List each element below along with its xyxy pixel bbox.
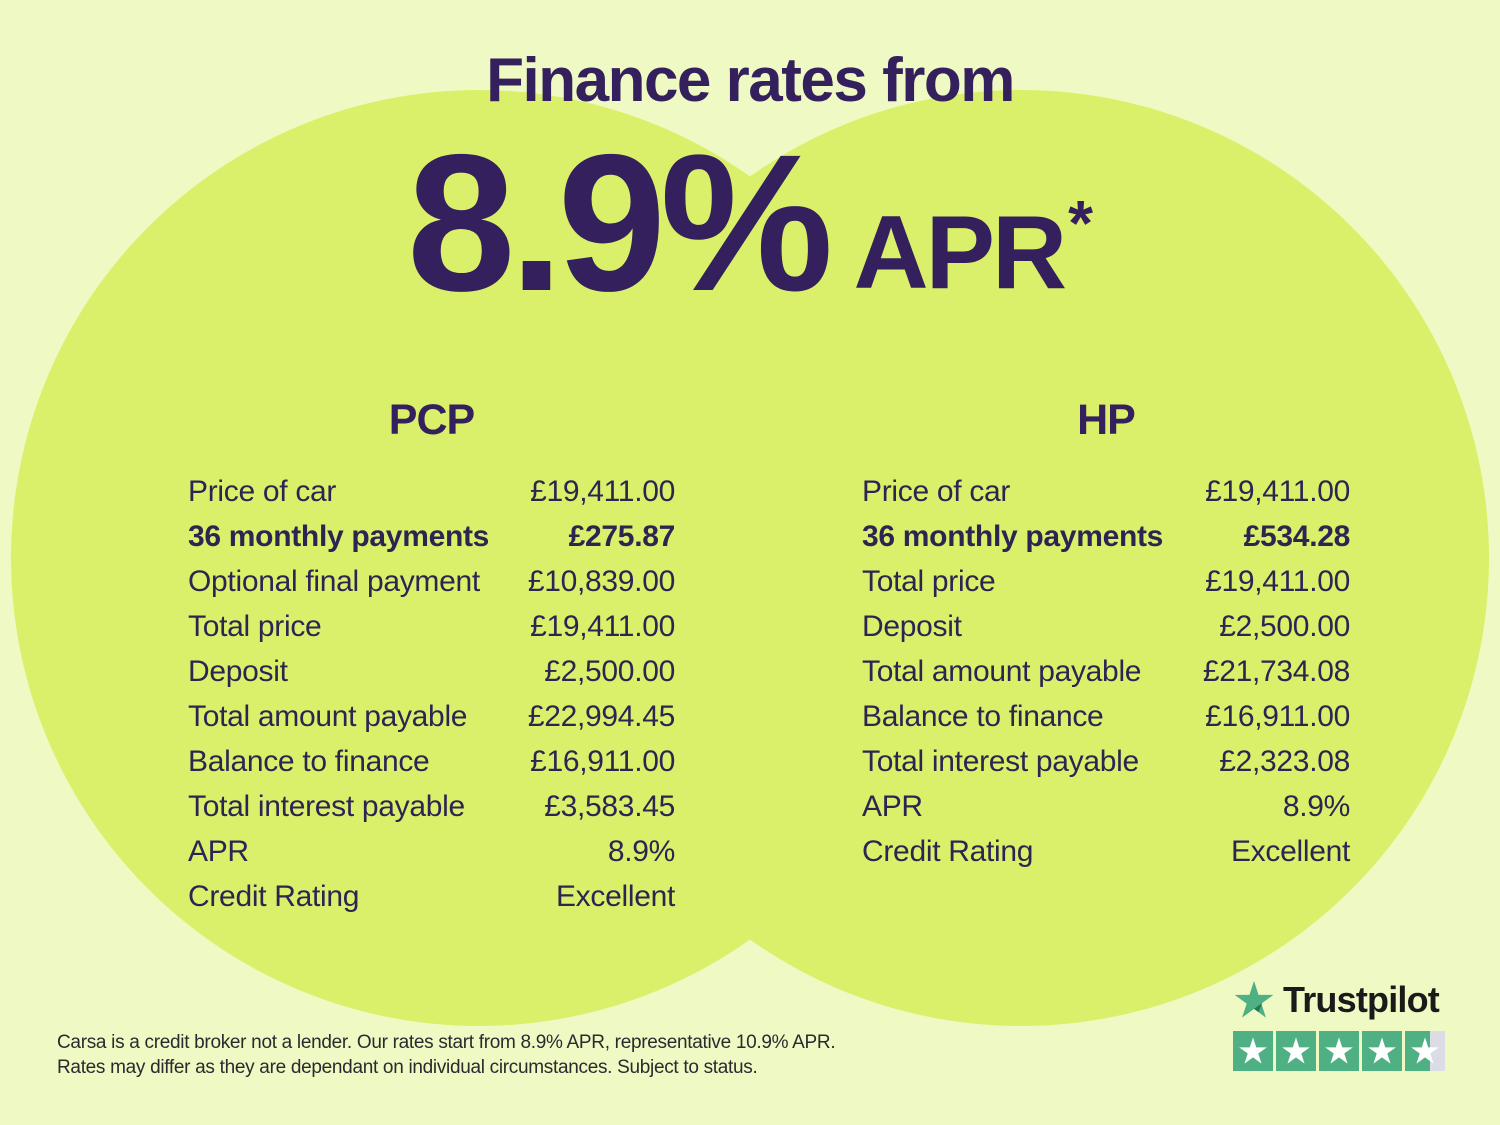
row-label: Total price	[862, 564, 996, 598]
disclaimer-line-2: Rates may differ as they are dependant o…	[57, 1057, 758, 1078]
hp-table: Price of car £19,411.00 36 monthly payme…	[862, 469, 1350, 874]
row-label: Credit Rating	[188, 879, 360, 913]
row-value: £10,839.00	[527, 564, 675, 598]
trustpilot-widget: Trustpilot	[1233, 979, 1445, 1071]
table-row: 36 monthly payments £534.28	[862, 514, 1350, 559]
star-icon	[1282, 1037, 1310, 1064]
table-row: Deposit £2,500.00	[188, 649, 675, 694]
table-row: Total price £19,411.00	[188, 604, 675, 649]
row-value: 8.9%	[1282, 789, 1350, 823]
row-value: £16,911.00	[530, 744, 675, 778]
pcp-header: PCP	[388, 396, 475, 444]
row-label: 36 monthly payments	[862, 519, 1164, 553]
pcp-table: Price of car £19,411.00 36 monthly payme…	[188, 469, 675, 919]
page-title: Finance rates from	[486, 46, 1015, 115]
row-value: £2,500.00	[1219, 609, 1350, 643]
star-icon	[1368, 1037, 1396, 1064]
row-value: £19,411.00	[1205, 564, 1350, 598]
table-row: Total price £19,411.00	[862, 559, 1350, 604]
row-label: Total amount payable	[862, 654, 1142, 688]
rating-star-box	[1319, 1031, 1359, 1071]
hp-header: HP	[1077, 396, 1136, 444]
row-value: £19,411.00	[1205, 474, 1350, 508]
row-label: Deposit	[862, 609, 962, 643]
rating-star-box	[1233, 1031, 1273, 1071]
pcp-column: PCP Price of car £19,411.00 36 monthly p…	[188, 399, 675, 919]
row-label: APR	[188, 834, 249, 868]
table-row: Deposit £2,500.00	[862, 604, 1350, 649]
row-value: Excellent	[1230, 834, 1350, 868]
table-row: Credit Rating Excellent	[862, 829, 1350, 874]
row-value: £19,411.00	[530, 609, 675, 643]
rating-star-box-partial	[1405, 1031, 1445, 1071]
trustpilot-star-notch	[1254, 1002, 1263, 1013]
row-value: 8.9%	[607, 834, 675, 868]
row-label: Total price	[188, 609, 322, 643]
disclaimer-line-1: Carsa is a credit broker not a lender. O…	[57, 1032, 836, 1053]
legal-disclaimer: Carsa is a credit broker not a lender. O…	[57, 1030, 836, 1080]
rating-star-box	[1276, 1031, 1316, 1071]
row-value: Excellent	[555, 879, 675, 913]
trustpilot-wordmark: Trustpilot	[1283, 979, 1440, 1020]
rate-unit: APR	[853, 195, 1067, 311]
row-label: Price of car	[188, 474, 337, 508]
rating-star-box	[1362, 1031, 1402, 1071]
table-row: Total interest payable £2,323.08	[862, 739, 1350, 784]
trustpilot-logo: Trustpilot	[1233, 979, 1445, 1021]
row-label: APR	[862, 789, 923, 823]
hp-column: HP Price of car £19,411.00 36 monthly pa…	[862, 399, 1350, 874]
table-row: APR 8.9%	[188, 829, 675, 874]
row-value: £22,994.45	[527, 699, 675, 733]
rate-footnote-marker: *	[1068, 187, 1093, 259]
row-label: Balance to finance	[188, 744, 430, 778]
row-label: Optional final payment	[188, 564, 480, 598]
row-value: £19,411.00	[530, 474, 675, 508]
decorative-circle-right	[553, 90, 1489, 1026]
table-row: Total interest payable £3,583.45	[188, 784, 675, 829]
row-label: Deposit	[188, 654, 288, 688]
row-label: Balance to finance	[862, 699, 1104, 733]
table-row: Total amount payable £22,994.45	[188, 694, 675, 739]
star-icon	[1411, 1037, 1439, 1064]
row-value: £275.87	[568, 519, 676, 553]
table-row: Price of car £19,411.00	[862, 469, 1350, 514]
table-row: Price of car £19,411.00	[188, 469, 675, 514]
trustpilot-star-icon	[1234, 980, 1274, 1018]
star-icon	[1239, 1037, 1267, 1064]
row-value: £534.28	[1243, 519, 1351, 553]
row-label: 36 monthly payments	[188, 519, 490, 553]
table-row: Balance to finance £16,911.00	[188, 739, 675, 784]
star-icon	[1325, 1037, 1353, 1064]
row-label: Total interest payable	[862, 744, 1139, 778]
row-value: £2,323.08	[1219, 744, 1350, 778]
trustpilot-rating-stars	[1233, 1031, 1445, 1071]
table-row: Balance to finance £16,911.00	[862, 694, 1350, 739]
headline-rate: 8.9% APR*	[0, 126, 1500, 383]
table-row: Credit Rating Excellent	[188, 874, 675, 919]
row-label: Credit Rating	[862, 834, 1034, 868]
table-row: 36 monthly payments £275.87	[188, 514, 675, 559]
table-row: Total amount payable £21,734.08	[862, 649, 1350, 694]
row-value: £2,500.00	[544, 654, 675, 688]
row-value: £21,734.08	[1202, 654, 1350, 688]
row-label: Total interest payable	[188, 789, 465, 823]
table-row: Optional final payment £10,839.00	[188, 559, 675, 604]
row-label: Total amount payable	[188, 699, 468, 733]
row-value: £3,583.45	[544, 789, 675, 823]
table-row: APR 8.9%	[862, 784, 1350, 829]
row-value: £16,911.00	[1205, 699, 1350, 733]
rate-value: 8.9%	[407, 114, 833, 332]
row-label: Price of car	[862, 474, 1011, 508]
